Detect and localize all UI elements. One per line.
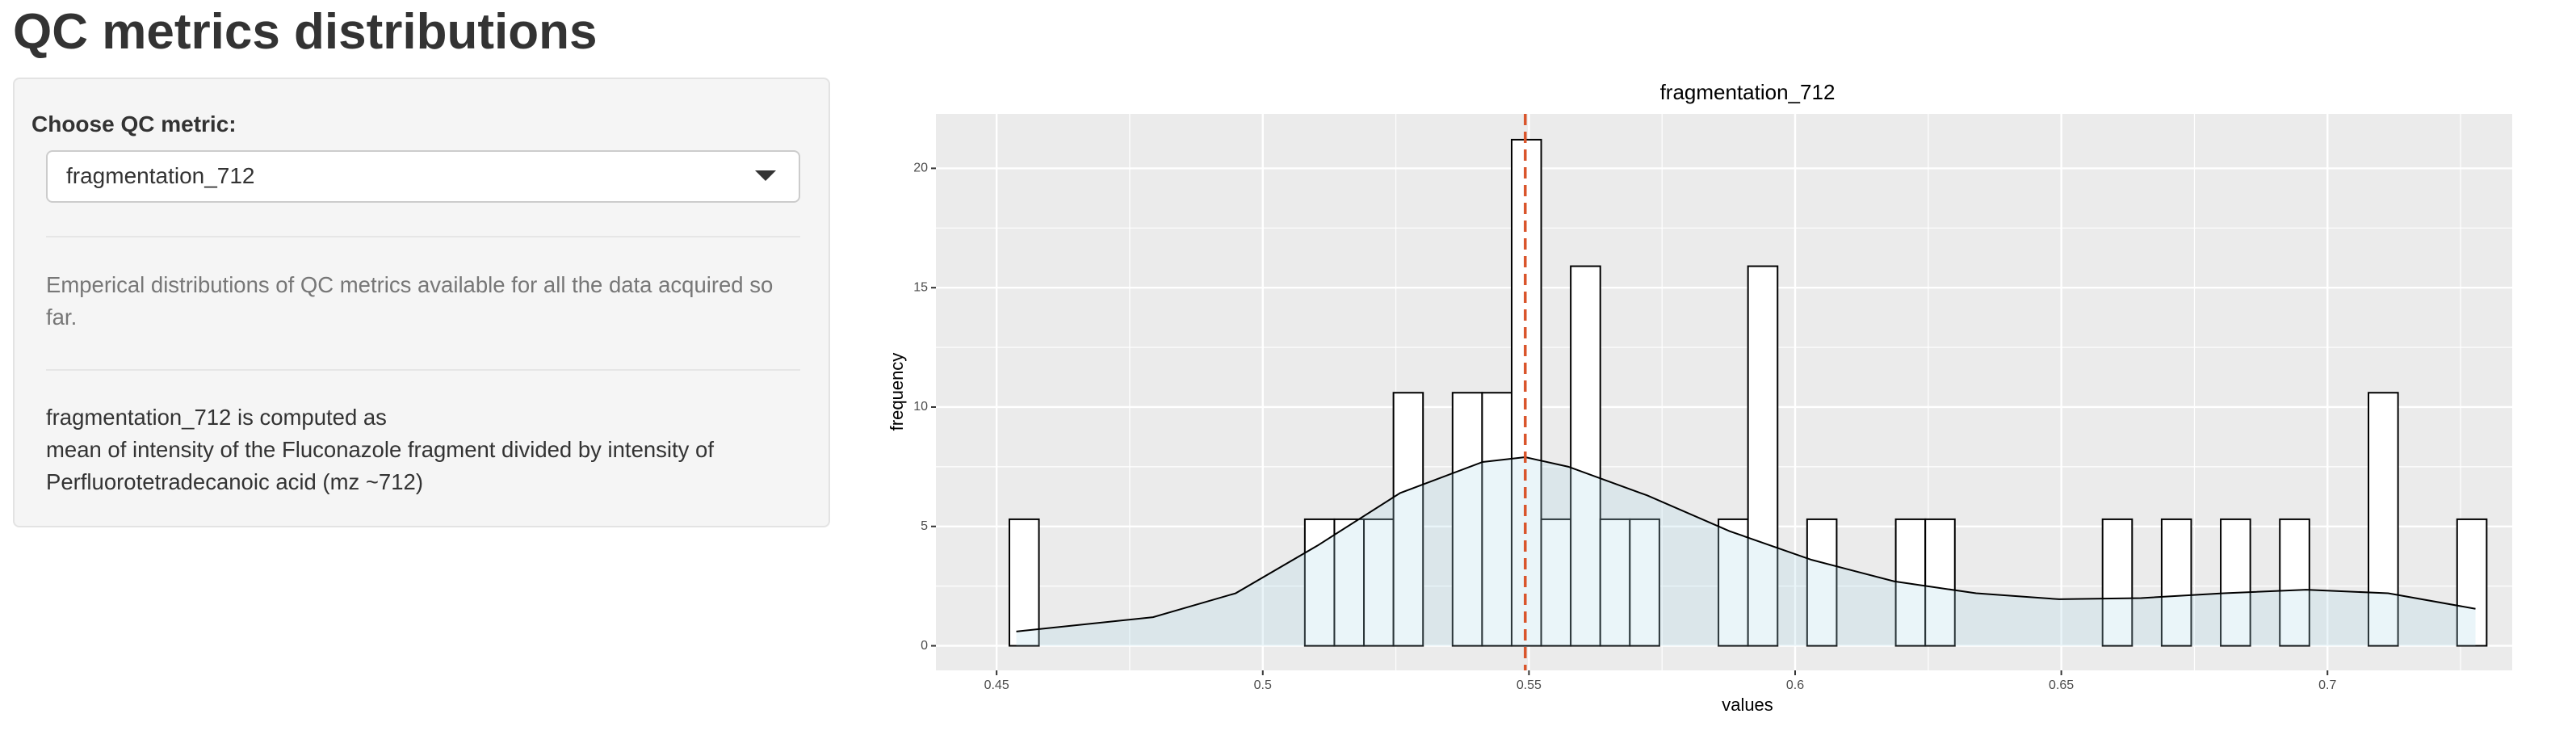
selected-value: fragmentation_712 xyxy=(66,163,255,188)
y-axis-label: frequency xyxy=(887,353,907,431)
y-tick-label: 5 xyxy=(921,519,928,533)
y-tick-label: 0 xyxy=(921,639,928,653)
histogram-bar xyxy=(1747,265,1779,647)
histogram-bar xyxy=(1363,518,1395,647)
density-line xyxy=(1016,456,2476,632)
x-tick-label: 0.45 xyxy=(984,678,1009,692)
metric-select[interactable] xyxy=(46,150,800,203)
y-tick-label: 20 xyxy=(913,162,928,175)
page-title: QC metrics distributions xyxy=(13,4,598,60)
histogram-bar xyxy=(1629,518,1660,647)
histogram-bar xyxy=(1481,392,1512,647)
histogram-bar xyxy=(1451,392,1483,647)
histogram-bar xyxy=(1570,265,1601,647)
histogram-bar xyxy=(1008,518,1040,647)
chart-title: fragmentation_712 xyxy=(1660,80,1836,104)
histogram-bar xyxy=(2279,518,2310,647)
divider xyxy=(46,369,800,371)
histogram-bar xyxy=(1806,518,1838,647)
select-label: Choose QC metric: xyxy=(31,111,237,136)
formula-title: fragmentation_712 is computed as xyxy=(46,405,387,430)
x-tick-label: 0.7 xyxy=(2318,678,2336,692)
histogram-bar xyxy=(2220,518,2251,647)
x-tick-label: 0.6 xyxy=(1786,678,1804,692)
histogram-bar xyxy=(1303,518,1336,647)
histogram-bar xyxy=(1718,518,1749,647)
y-tick-label: 15 xyxy=(913,280,928,294)
histogram-bar xyxy=(1392,392,1424,647)
histogram-bar xyxy=(2160,518,2192,647)
histogram-bar xyxy=(2368,392,2399,647)
histogram-bar xyxy=(2456,518,2488,647)
x-tick-label: 0.55 xyxy=(1517,678,1542,692)
histogram-bar xyxy=(1924,518,1956,647)
x-tick-label: 0.65 xyxy=(2049,678,2074,692)
y-tick-label: 10 xyxy=(913,400,928,414)
x-axis-label: values xyxy=(1722,695,1773,715)
divider xyxy=(46,236,800,237)
description: Emperical distributions of QC metrics av… xyxy=(46,272,774,330)
dropdown-arrow xyxy=(755,170,776,181)
histogram-bar xyxy=(2101,518,2133,647)
x-tick-label: 0.5 xyxy=(1254,678,1272,692)
formula: mean of intensity of the Fluconazole fra… xyxy=(46,437,714,494)
